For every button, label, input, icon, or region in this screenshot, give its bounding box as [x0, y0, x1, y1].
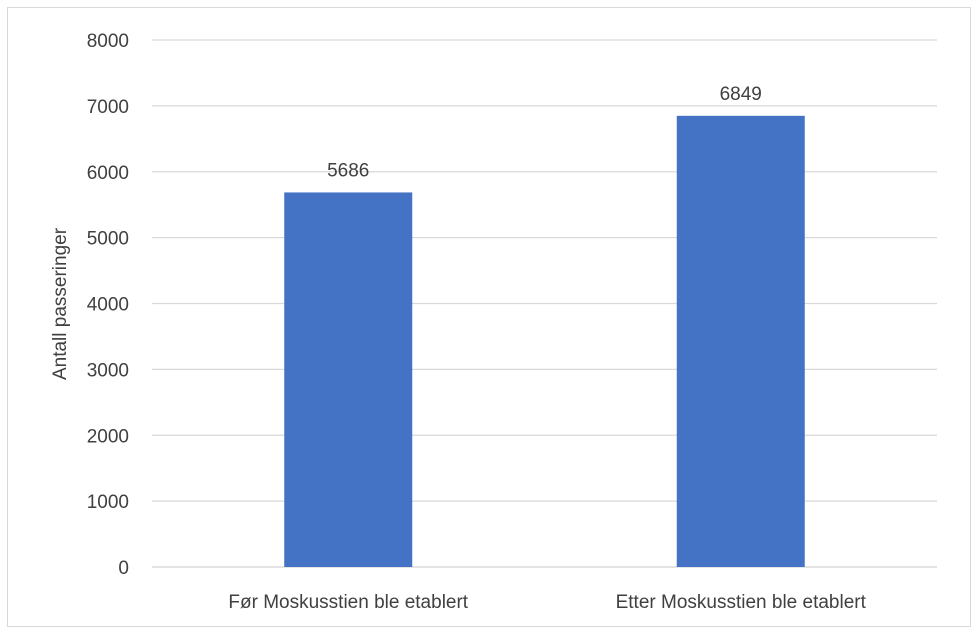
y-tick-label: 2000 [87, 426, 129, 447]
x-tick-label: Etter Moskusstien ble etablert [616, 592, 867, 613]
bar [284, 192, 413, 567]
y-tick-label: 3000 [87, 360, 129, 381]
y-tick-label: 6000 [87, 163, 129, 184]
grid-lines [152, 39, 937, 568]
y-tick-label: 0 [118, 558, 129, 579]
axes: 0 1000 2000 3000 4000 5000 6000 7000 8000 [87, 31, 937, 579]
y-tick-label: 7000 [87, 97, 129, 118]
y-tick-label: 4000 [87, 295, 129, 316]
y-tick-label: 1000 [87, 492, 129, 513]
bars [284, 115, 805, 567]
y-tick-label: 5000 [87, 229, 129, 250]
data-label: 6849 [720, 84, 762, 105]
y-tick-label: 8000 [87, 31, 129, 52]
x-tick-label: Før Moskusstien ble etablert [228, 592, 468, 613]
data-label: 5686 [327, 160, 369, 181]
labels: 5686 Før Moskusstien ble etablert 6849 Ette… [228, 84, 866, 613]
y-axis-title: Antall passeringer [50, 227, 71, 380]
bar [676, 115, 805, 567]
